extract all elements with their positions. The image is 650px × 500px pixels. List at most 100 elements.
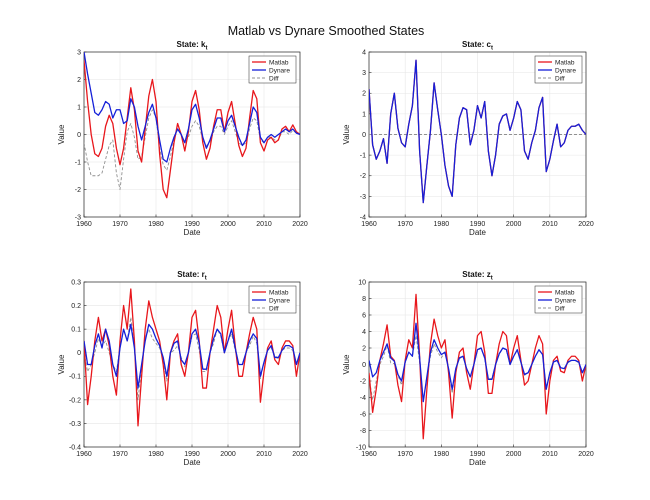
x-axis-label: Date <box>469 228 486 237</box>
x-tick-label: 1990 <box>470 451 486 458</box>
series-group <box>84 288 300 427</box>
x-axis-label: Date <box>184 228 201 237</box>
chart-panel-1: 1960 1970 1980 1990 2000 2010 2020 -3 -2 -1 0 1 2 3 Da… <box>57 40 308 237</box>
x-tick-label: 2020 <box>292 221 308 228</box>
y-axis-label: Value <box>57 354 66 374</box>
chart-title: State: rt <box>177 270 207 282</box>
chart-title: State: zt <box>462 270 492 282</box>
y-tick-label: 4 <box>362 49 366 56</box>
x-tick-label: 1980 <box>434 221 450 228</box>
y-tick-label: -6 <box>360 411 366 418</box>
y-tick-label: 0 <box>362 132 366 139</box>
x-tick-label: 1990 <box>184 221 200 228</box>
series-line-dynare <box>369 59 586 204</box>
series-group <box>84 52 300 199</box>
y-tick-label: -1 <box>360 153 366 160</box>
x-tick-label: 2010 <box>542 221 558 228</box>
y-tick-label: -0.1 <box>69 374 81 381</box>
y-axis-label: Value <box>342 124 351 144</box>
x-tick-label: 1960 <box>76 451 92 458</box>
chart-title-subscript: t <box>491 276 493 282</box>
legend-label-matlab: Matlab <box>555 59 575 66</box>
legend-label-diff: Diff <box>269 75 279 82</box>
chart-panel-4: 1960 1970 1980 1990 2000 2010 2020 -10 -8 -6 -4 -2 0… <box>342 270 594 467</box>
y-tick-label: 0 <box>77 132 81 139</box>
x-tick-label: 1970 <box>397 221 413 228</box>
y-tick-label: -2 <box>360 173 366 180</box>
chart-panel-3: 1960 1970 1980 1990 2000 2010 2020 -0.4 -0.3 -0.2… <box>57 270 308 467</box>
legend-label-matlab: Matlab <box>555 289 575 296</box>
y-tick-label: 4 <box>362 329 366 336</box>
legend-label-dynare: Dynare <box>555 297 576 304</box>
x-axis-label: Date <box>184 458 201 467</box>
x-tick-label: 2020 <box>578 451 594 458</box>
legend-label-dynare: Dynare <box>269 297 290 304</box>
y-tick-label: 0.3 <box>71 279 81 286</box>
x-tick-label: 2000 <box>506 451 522 458</box>
y-tick-label: -0.3 <box>69 421 81 428</box>
y-tick-label: 1 <box>362 111 366 118</box>
y-tick-label: 2 <box>77 77 81 84</box>
legend-label-diff: Diff <box>269 305 279 312</box>
series-line-matlab <box>84 288 300 427</box>
x-tick-label: 2020 <box>578 221 594 228</box>
y-axis-label: Value <box>342 354 351 374</box>
y-tick-label: 3 <box>77 49 81 56</box>
series-line-dynare <box>84 323 300 389</box>
y-axis-label: Value <box>57 124 66 144</box>
x-tick-label: 1960 <box>76 221 92 228</box>
x-tick-label: 1980 <box>148 221 164 228</box>
x-tick-label: 1980 <box>434 451 450 458</box>
x-tick-label: 1960 <box>361 221 377 228</box>
legend-label-matlab: Matlab <box>269 289 289 296</box>
x-tick-label: 2010 <box>256 221 272 228</box>
series-line-dynare <box>369 322 586 403</box>
x-tick-label: 2000 <box>506 221 522 228</box>
x-tick-label: 1970 <box>112 221 128 228</box>
y-tick-label: 6 <box>362 312 366 319</box>
legend-label-diff: Diff <box>555 305 565 312</box>
y-tick-label: -8 <box>360 428 366 435</box>
chart-title-subscript: t <box>205 46 207 52</box>
chart-panel-2: 1960 1970 1980 1990 2000 2010 2020 -4 -3 -2 -1 0 1 2 3… <box>342 40 594 237</box>
y-tick-label: 0 <box>77 350 81 357</box>
y-tick-label: -0.4 <box>69 444 81 451</box>
y-tick-label: 3 <box>362 70 366 77</box>
figure-title: Matlab vs Dynare Smoothed States <box>228 24 425 38</box>
y-tick-label: 8 <box>362 296 366 303</box>
y-tick-label: 0.2 <box>71 303 81 310</box>
y-tick-label: 10 <box>358 279 366 286</box>
y-tick-label: -0.2 <box>69 397 81 404</box>
series-group <box>369 59 586 204</box>
y-tick-label: 0.1 <box>71 327 81 334</box>
x-tick-label: 2010 <box>256 451 272 458</box>
x-tick-label: 1970 <box>112 451 128 458</box>
y-tick-label: -2 <box>75 187 81 194</box>
series-line-dynare <box>84 52 300 163</box>
y-tick-label: -4 <box>360 214 366 221</box>
x-tick-label: 2010 <box>542 451 558 458</box>
legend-label-dynare: Dynare <box>555 67 576 74</box>
y-tick-label: 2 <box>362 91 366 98</box>
y-tick-label: -2 <box>360 378 366 385</box>
y-tick-label: -1 <box>75 159 81 166</box>
chart-panels: 1960 1970 1980 1990 2000 2010 2020-3-2-10123Da… <box>57 40 594 467</box>
y-tick-label: 2 <box>362 345 366 352</box>
series-group <box>369 293 586 440</box>
x-tick-label: 1970 <box>397 451 413 458</box>
chart-title: State: ct <box>462 40 493 52</box>
legend-label-dynare: Dynare <box>269 67 290 74</box>
chart-title-subscript: t <box>205 276 207 282</box>
x-axis-label: Date <box>469 458 486 467</box>
y-tick-label: 1 <box>77 104 81 111</box>
x-tick-label: 1980 <box>148 451 164 458</box>
y-tick-label: -10 <box>356 444 366 451</box>
x-tick-label: 1990 <box>470 221 486 228</box>
x-tick-label: 1960 <box>361 451 377 458</box>
legend-label-diff: Diff <box>555 75 565 82</box>
